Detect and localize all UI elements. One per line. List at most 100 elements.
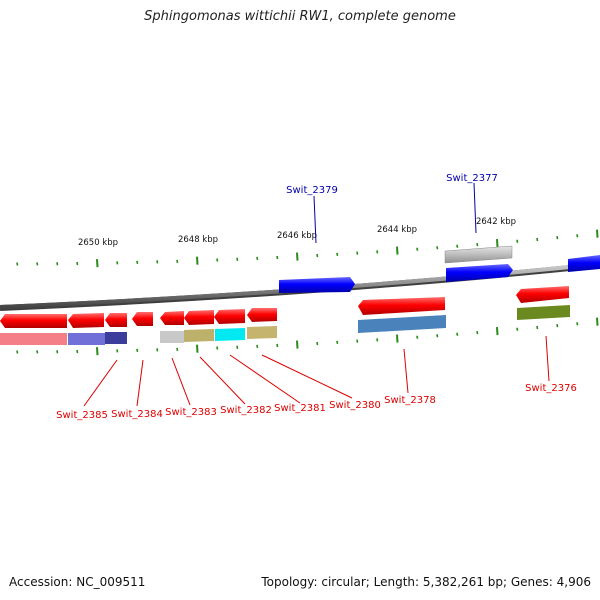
gene-swit-2380[interactable] — [247, 308, 277, 322]
lower-scale-tick-29 — [596, 317, 599, 326]
lower-scale-tick-2 — [56, 350, 59, 354]
upper-scale-tick-16 — [336, 252, 339, 256]
callout-line-2385 — [83, 359, 118, 407]
reverse-genes — [0, 286, 569, 328]
scale-label-2648: 2648 kbp — [178, 235, 218, 245]
block-olive[interactable] — [517, 305, 570, 320]
lower-scale-tick-3 — [76, 349, 79, 354]
upper-scale-tick-24 — [496, 238, 499, 248]
gene-swit-2385-b[interactable] — [68, 313, 104, 328]
callout-line-2380 — [261, 354, 353, 399]
callout-line-2377 — [473, 182, 477, 234]
gene-label-swit-2380[interactable]: Swit_2380 — [329, 400, 381, 411]
upper-scale-tick-1 — [36, 262, 39, 266]
lower-scale-tick-6 — [136, 348, 139, 353]
lower-scale-ticks — [16, 317, 599, 356]
upper-scale-tick-3 — [76, 261, 79, 266]
gene-swit-2382[interactable] — [184, 310, 214, 325]
gene-label-swit-2377[interactable]: Swit_2377 — [446, 173, 498, 184]
lower-scale-tick-9 — [196, 344, 199, 353]
lower-scale-tick-16 — [336, 340, 339, 344]
scale-label-2650: 2650 kbp — [78, 238, 118, 248]
map-title: Sphingomonas wittichii RW1, complete gen… — [144, 9, 456, 24]
genome-summary-text: Topology: circular; Length: 5,382,261 bp… — [261, 575, 591, 589]
callout-line-2382 — [199, 356, 246, 405]
gene-blue-edge[interactable] — [568, 255, 600, 272]
lower-scale-tick-14 — [296, 340, 299, 349]
gene-label-swit-2376[interactable]: Swit_2376 — [525, 383, 577, 394]
upper-scale-tick-29 — [596, 229, 599, 238]
upper-scale-tick-18 — [376, 250, 379, 254]
callout-line-2378 — [403, 348, 409, 394]
gene-label-swit-2383[interactable]: Swit_2383 — [165, 407, 217, 418]
lower-scale-tick-10 — [216, 346, 219, 350]
gene-swit-2385[interactable] — [0, 314, 67, 328]
lower-scale-tick-15 — [316, 341, 319, 346]
gene-swit-2381[interactable] — [214, 309, 245, 324]
gene-swit-2383[interactable] — [160, 311, 184, 325]
gene-swit-2379[interactable] — [279, 277, 355, 293]
lower-scale-tick-25 — [516, 327, 519, 331]
gene-swit-2377[interactable] — [446, 264, 513, 282]
scale-label-2646: 2646 kbp — [277, 231, 317, 241]
gene-swit-2376[interactable] — [516, 286, 569, 303]
upper-scale-tick-10 — [216, 258, 219, 262]
lower-scale-tick-28 — [576, 322, 579, 326]
lower-scale-tick-17 — [356, 339, 359, 343]
block-khaki-2[interactable] — [247, 326, 277, 339]
block-violet[interactable] — [68, 333, 105, 345]
forward-genes — [279, 245, 600, 293]
upper-scale-tick-2 — [56, 262, 59, 266]
callout-line-2384 — [136, 359, 144, 407]
upper-scale-tick-22 — [456, 244, 459, 248]
upper-scale-tick-25 — [516, 239, 519, 243]
block-khaki-1[interactable] — [184, 329, 214, 342]
lower-scale-tick-19 — [396, 334, 399, 343]
upper-scale-tick-21 — [436, 246, 439, 250]
lower-scale-tick-7 — [156, 348, 159, 352]
upper-scale-tick-7 — [156, 260, 159, 264]
block-cyan[interactable] — [215, 328, 245, 341]
lower-scale-tick-20 — [416, 335, 419, 339]
gene-label-swit-2385[interactable]: Swit_2385 — [56, 410, 108, 421]
upper-scale-tick-26 — [536, 237, 539, 242]
upper-scale-tick-8 — [176, 259, 179, 263]
gene-swit-2378[interactable] — [358, 297, 445, 315]
upper-scale-tick-28 — [576, 234, 579, 238]
upper-scale-tick-13 — [276, 255, 279, 260]
gene-label-swit-2384[interactable]: Swit_2384 — [111, 409, 163, 420]
gene-label-swit-2382[interactable]: Swit_2382 — [220, 405, 272, 416]
gene-label-swit-2378[interactable]: Swit_2378 — [384, 395, 436, 406]
scale-label-2642: 2642 kbp — [476, 217, 516, 227]
lower-scale-tick-8 — [176, 347, 179, 351]
accession-text: Accession: NC_009511 — [9, 575, 146, 589]
block-steel-blue[interactable] — [358, 315, 446, 333]
block-indigo[interactable] — [105, 332, 127, 344]
upper-scale-tick-19 — [396, 246, 399, 255]
upper-scale-tick-15 — [316, 253, 319, 258]
block-light-grey[interactable] — [160, 331, 184, 343]
upper-scale-tick-14 — [296, 252, 299, 261]
gene-swit-2384[interactable] — [105, 313, 127, 327]
gene-label-swit-2379[interactable]: Swit_2379 — [286, 185, 338, 196]
gene-grey-block[interactable] — [444, 245, 513, 264]
upper-scale-tick-9 — [196, 256, 199, 265]
lower-scale-tick-22 — [456, 332, 459, 336]
block-pink[interactable] — [0, 333, 67, 345]
lower-scale-tick-0 — [16, 350, 19, 354]
upper-scale-tick-17 — [356, 251, 359, 255]
lower-scale-tick-11 — [236, 345, 239, 349]
lower-scale-tick-27 — [556, 323, 559, 328]
upper-scale-tick-20 — [416, 247, 419, 251]
lower-scale-tick-1 — [36, 350, 39, 354]
gene-label-swit-2381[interactable]: Swit_2381 — [274, 403, 326, 414]
lower-scale-tick-24 — [496, 326, 499, 336]
lower-scale-tick-4 — [96, 347, 99, 356]
callout-line-2383 — [171, 357, 191, 406]
upper-scale-tick-6 — [136, 260, 139, 265]
upper-scale-tick-12 — [256, 256, 259, 261]
callout-line-2376 — [545, 335, 550, 382]
gene-swit-2384-b[interactable] — [132, 312, 153, 326]
upper-scale-tick-27 — [556, 235, 559, 240]
